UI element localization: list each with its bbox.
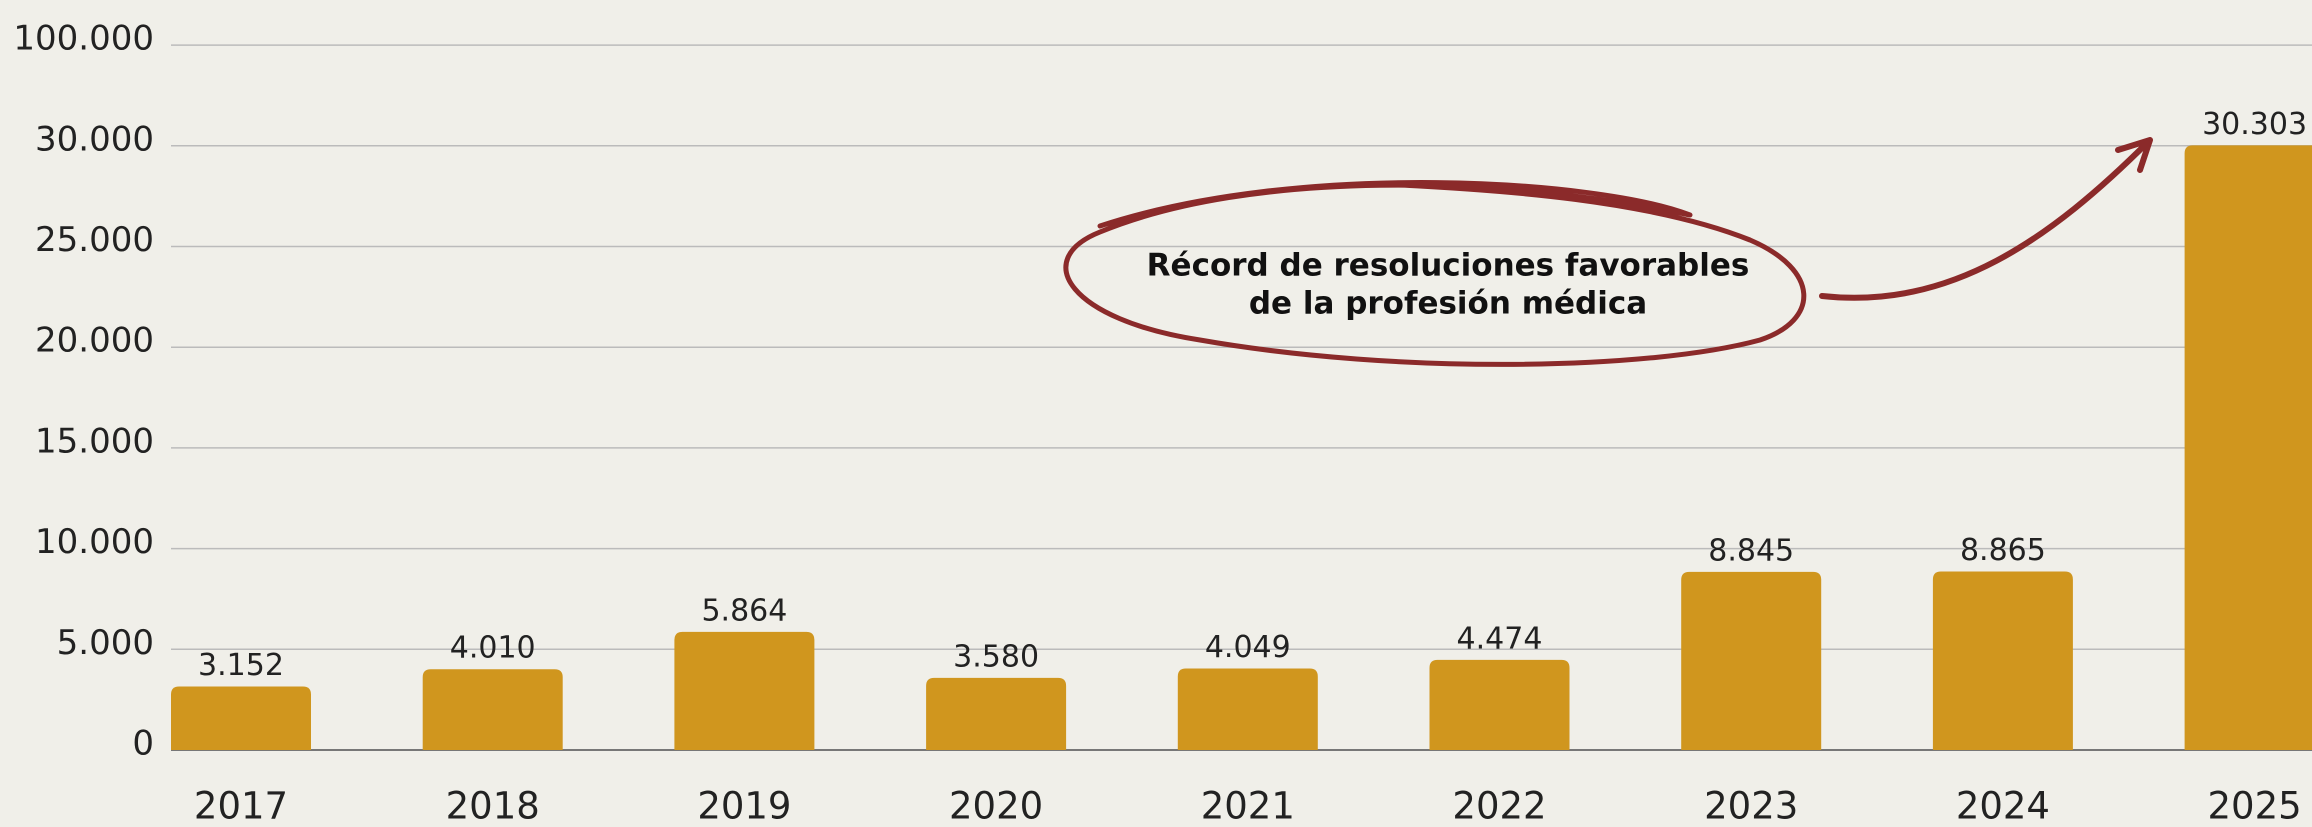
x-tick-label: 2024: [1956, 785, 2050, 827]
value-label: 8.845: [1708, 533, 1794, 568]
y-tick-label: 25.000: [35, 220, 154, 260]
annotation: Récord de resoluciones favorables: [1147, 248, 1750, 284]
y-tick-label: 0: [132, 724, 154, 764]
bar: [2184, 145, 2312, 750]
x-tick-label: 2025: [2208, 785, 2302, 827]
value-label: 4.049: [1205, 630, 1291, 665]
y-tick-label: 15.000: [35, 421, 154, 461]
x-tick-label: 2021: [1201, 785, 1295, 827]
annotation: de la profesión médica: [1249, 286, 1647, 322]
value-label: 5.864: [701, 593, 787, 628]
value-label: 8.865: [1960, 533, 2046, 568]
value-label: 4.474: [1457, 621, 1543, 656]
annotation-ellipse: [1063, 180, 1807, 367]
bar: [1177, 668, 1318, 750]
value-label: 30.303: [2202, 107, 2307, 142]
x-tick-label: 2019: [697, 785, 791, 827]
annotation-arrow: [1819, 137, 2153, 301]
y-tick-label: 30.000: [35, 119, 154, 159]
x-tick-label: 2020: [949, 785, 1043, 827]
value-label: 4.010: [450, 631, 536, 666]
bar: [422, 669, 563, 750]
x-tick-label: 2018: [446, 785, 540, 827]
y-tick-label: 5.000: [57, 623, 154, 663]
bar: [1681, 571, 1822, 750]
bar: [171, 686, 311, 750]
y-tick-label: 100.000: [13, 19, 154, 59]
y-tick-label: 10.000: [35, 522, 154, 562]
value-label: 3.152: [198, 648, 284, 683]
bars: [171, 145, 2312, 750]
bar: [1932, 571, 2073, 750]
bar: [1429, 659, 1570, 750]
x-tick-label: 2017: [194, 785, 288, 827]
x-tick-label: 2022: [1452, 785, 1546, 827]
x-tick-label: 2023: [1704, 785, 1798, 827]
value-label: 3.580: [953, 639, 1039, 674]
y-tick-label: 20.000: [35, 321, 154, 361]
bar: [926, 677, 1067, 750]
bar: [674, 631, 815, 750]
